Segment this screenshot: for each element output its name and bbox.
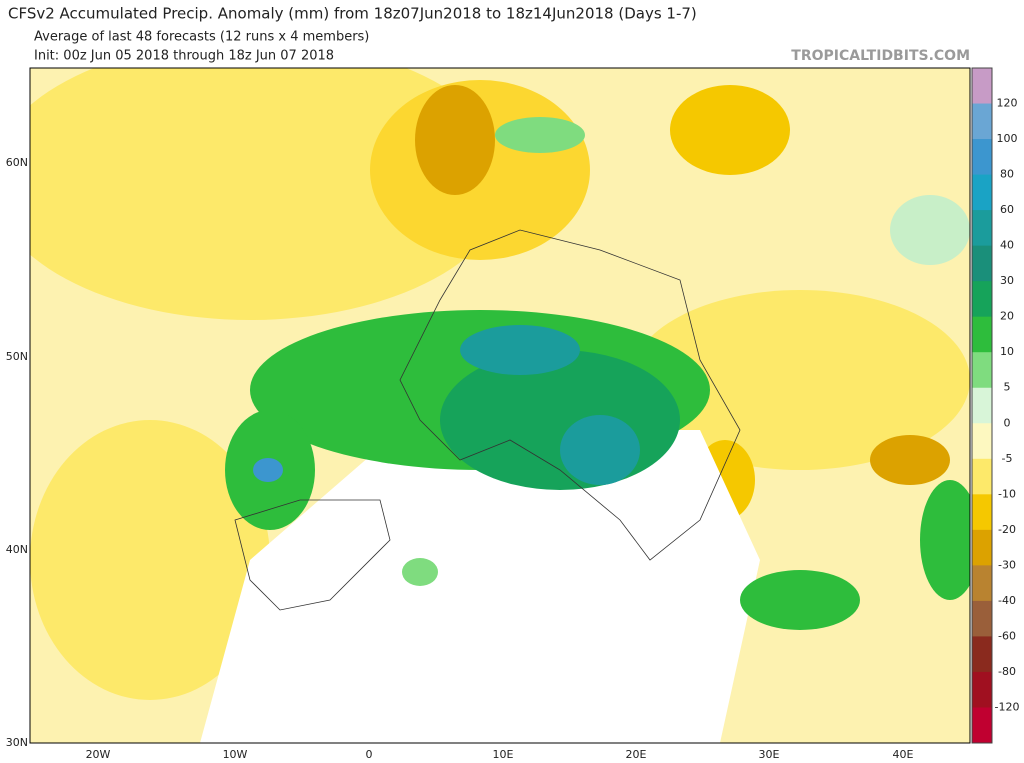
colorbar-label: 0 <box>1004 416 1011 429</box>
colorbar-label: 100 <box>997 132 1018 145</box>
colorbar-label: 5 <box>1004 381 1011 394</box>
colorbar-label: 10 <box>1000 345 1014 358</box>
colorbar-band <box>972 707 992 744</box>
colorbar-label: -30 <box>998 558 1016 571</box>
lon-label: 30E <box>759 748 780 761</box>
watermark: TROPICALTIDBITS.COM <box>791 48 970 64</box>
colorbar-band <box>972 600 992 637</box>
lon-labels: 20W 10W 0 10E 20E 30E 40E <box>86 748 914 761</box>
lon-label: 0 <box>366 748 373 761</box>
colorbar-band <box>972 68 992 105</box>
colorbar-band <box>972 174 992 211</box>
colorbar-label: 60 <box>1000 203 1014 216</box>
subtitle: Average of last 48 forecasts (12 runs x … <box>34 30 369 45</box>
colorbar-band <box>972 636 992 673</box>
colorbar-label: -5 <box>1002 452 1013 465</box>
colorbar-band <box>972 352 992 389</box>
init-time: Init: 00z Jun 05 2018 through 18z Jun 07… <box>34 49 334 64</box>
colorbar-band <box>972 494 992 531</box>
colorbar-label: 80 <box>1000 168 1014 181</box>
colorbar-label: -10 <box>998 487 1016 500</box>
colorbar-label: -80 <box>998 665 1016 678</box>
colorbar-label: -60 <box>998 629 1016 642</box>
lon-label: 10W <box>223 748 248 761</box>
colorbar-band <box>972 458 992 495</box>
lon-label: 20E <box>626 748 647 761</box>
lat-label: 30N <box>6 736 28 749</box>
lon-label: 40E <box>893 748 914 761</box>
colorbar-band <box>972 210 992 247</box>
lat-label: 40N <box>6 543 28 556</box>
title: CFSv2 Accumulated Precip. Anomaly (mm) f… <box>8 5 697 23</box>
colorbar-band <box>972 529 992 566</box>
colorbar-label: 120 <box>997 97 1018 110</box>
colorbar-band <box>972 387 992 424</box>
colorbar-label: -40 <box>998 594 1016 607</box>
lat-labels: 60N 50N 40N 30N <box>6 156 28 749</box>
colorbar-label: -20 <box>998 523 1016 536</box>
colorbar-label: 30 <box>1000 274 1014 287</box>
lat-label: 60N <box>6 156 28 169</box>
colorbar: 120 100 80 60 40 30 20 10 5 0 -5 -10 -20 -30 -40 -60 -80… <box>971 67 1020 744</box>
colorbar-band <box>972 139 992 176</box>
colorbar-band <box>972 423 992 460</box>
map-frame <box>29 67 971 744</box>
colorbar-band <box>972 316 992 353</box>
colorbar-band <box>972 281 992 318</box>
colorbar-band <box>972 565 992 602</box>
lon-label: 20W <box>86 748 111 761</box>
colorbar-label: 20 <box>1000 310 1014 323</box>
map <box>30 68 970 743</box>
colorbar-band <box>972 103 992 140</box>
lon-label: 10E <box>493 748 514 761</box>
colorbar-frame <box>971 67 993 744</box>
lat-label: 50N <box>6 350 28 363</box>
colorbar-band <box>972 245 992 282</box>
colorbar-label: -120 <box>995 700 1020 713</box>
colorbar-band <box>972 671 992 708</box>
colorbar-label: 40 <box>1000 239 1014 252</box>
